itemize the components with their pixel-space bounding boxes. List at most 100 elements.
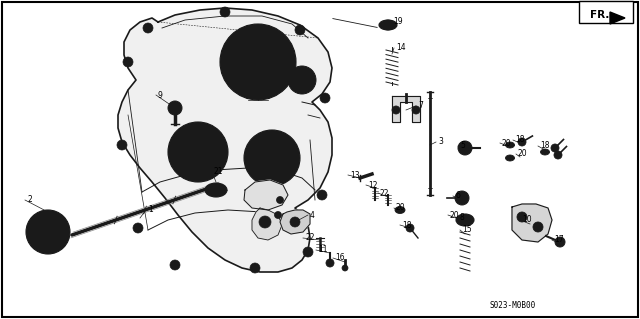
Circle shape <box>323 96 327 100</box>
Text: 18: 18 <box>402 220 412 229</box>
Circle shape <box>276 197 284 204</box>
Circle shape <box>462 145 468 151</box>
Text: 5: 5 <box>460 142 465 151</box>
Text: 14: 14 <box>396 43 406 53</box>
Text: 20: 20 <box>502 138 511 147</box>
Ellipse shape <box>395 206 405 213</box>
Polygon shape <box>610 12 625 24</box>
Circle shape <box>250 263 260 273</box>
Circle shape <box>253 266 257 270</box>
Text: 19: 19 <box>393 18 403 26</box>
Text: 1: 1 <box>148 205 153 214</box>
Circle shape <box>223 10 227 14</box>
Circle shape <box>188 142 208 162</box>
Text: 18: 18 <box>540 142 550 151</box>
Ellipse shape <box>210 186 222 194</box>
Circle shape <box>326 259 334 267</box>
Circle shape <box>290 217 300 227</box>
Circle shape <box>533 222 543 232</box>
Text: 22: 22 <box>380 189 390 197</box>
Ellipse shape <box>506 155 515 161</box>
Text: 21: 21 <box>214 167 223 176</box>
Circle shape <box>143 23 153 33</box>
Text: 22: 22 <box>305 234 314 242</box>
Circle shape <box>298 28 302 32</box>
Circle shape <box>342 265 348 271</box>
Text: 17: 17 <box>554 235 564 244</box>
Circle shape <box>173 263 177 267</box>
Text: 3: 3 <box>438 137 443 146</box>
Circle shape <box>292 70 312 90</box>
Polygon shape <box>244 180 288 210</box>
Circle shape <box>34 218 62 246</box>
Circle shape <box>220 24 296 100</box>
Text: 11: 11 <box>318 246 328 255</box>
Circle shape <box>170 260 180 270</box>
Ellipse shape <box>456 214 474 226</box>
Circle shape <box>173 127 223 177</box>
Text: 15: 15 <box>462 226 472 234</box>
Circle shape <box>259 216 271 228</box>
Circle shape <box>120 143 124 147</box>
Circle shape <box>303 247 313 257</box>
FancyBboxPatch shape <box>579 1 633 23</box>
Circle shape <box>226 30 290 94</box>
Text: 20: 20 <box>518 150 527 159</box>
Ellipse shape <box>205 183 227 197</box>
Circle shape <box>168 122 228 182</box>
Circle shape <box>554 151 562 159</box>
Polygon shape <box>118 8 332 272</box>
Text: 10: 10 <box>522 216 532 225</box>
Text: 12: 12 <box>368 181 378 189</box>
Circle shape <box>168 101 182 115</box>
Text: 4: 4 <box>310 211 315 219</box>
Circle shape <box>133 223 143 233</box>
Circle shape <box>249 135 295 181</box>
Circle shape <box>306 250 310 254</box>
Polygon shape <box>252 208 282 240</box>
Circle shape <box>518 138 526 146</box>
Circle shape <box>320 193 324 197</box>
Text: 20: 20 <box>396 204 406 212</box>
Circle shape <box>146 26 150 30</box>
Circle shape <box>193 147 203 157</box>
Circle shape <box>275 211 282 219</box>
Circle shape <box>263 149 281 167</box>
Text: 2: 2 <box>27 196 32 204</box>
Circle shape <box>45 229 51 235</box>
Circle shape <box>460 215 470 225</box>
Text: 20: 20 <box>450 211 460 219</box>
Circle shape <box>412 106 420 114</box>
Circle shape <box>246 50 270 74</box>
Circle shape <box>555 237 565 247</box>
Circle shape <box>459 195 465 201</box>
Circle shape <box>26 210 70 254</box>
Text: 8: 8 <box>460 213 465 222</box>
Circle shape <box>136 226 140 230</box>
Circle shape <box>455 191 469 205</box>
Circle shape <box>117 140 127 150</box>
Circle shape <box>244 130 300 186</box>
Circle shape <box>320 93 330 103</box>
Circle shape <box>288 66 316 94</box>
Polygon shape <box>512 204 552 242</box>
Ellipse shape <box>541 149 550 155</box>
Circle shape <box>458 141 472 155</box>
Circle shape <box>295 25 305 35</box>
Circle shape <box>220 7 230 17</box>
Circle shape <box>317 190 327 200</box>
Ellipse shape <box>379 20 397 30</box>
Circle shape <box>517 212 527 222</box>
Text: 9: 9 <box>158 91 163 100</box>
Circle shape <box>251 55 265 69</box>
Text: 18: 18 <box>515 136 525 145</box>
Circle shape <box>41 225 55 239</box>
Text: 13: 13 <box>350 170 360 180</box>
Polygon shape <box>392 96 420 122</box>
Text: FR.: FR. <box>590 10 609 20</box>
Circle shape <box>126 60 130 64</box>
Circle shape <box>123 57 133 67</box>
Circle shape <box>392 106 400 114</box>
Text: 6: 6 <box>455 191 460 201</box>
Text: S023-M0B00: S023-M0B00 <box>490 300 536 309</box>
